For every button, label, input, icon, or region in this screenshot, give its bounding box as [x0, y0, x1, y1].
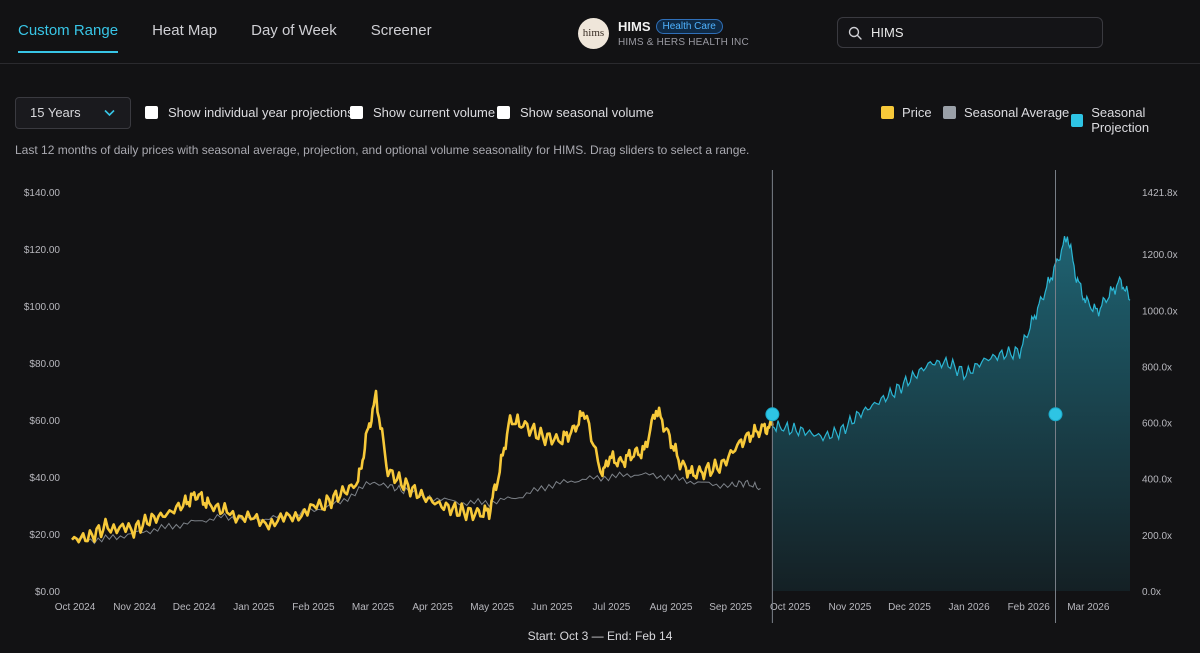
range-end: End: Feb 14 — [606, 629, 673, 643]
range-end-handle[interactable] — [1048, 407, 1063, 422]
top-nav: Custom Range Heat Map Day of Week Screen… — [0, 0, 1200, 64]
ticker-header: hims HIMS Health Care HIMS & HERS HEALTH… — [578, 16, 749, 50]
x-tick-label: Jan 2025 — [233, 602, 275, 613]
range-start-handle[interactable] — [765, 407, 780, 422]
y-right-tick-label: 0.0x — [1142, 587, 1161, 598]
legend-label: Price — [902, 105, 932, 120]
y-left-tick-label: $0.00 — [35, 587, 60, 598]
checkbox-label: Show current volume — [373, 105, 496, 120]
company-name: HIMS & HERS HEALTH INC — [618, 36, 749, 48]
y-left-tick-label: $140.00 — [24, 188, 61, 199]
legend-label: Seasonal Average — [964, 105, 1070, 120]
x-tick-label: Apr 2025 — [412, 602, 453, 613]
tab-heat-map[interactable]: Heat Map — [152, 22, 218, 39]
x-tick-label: Feb 2026 — [1008, 602, 1051, 613]
y-right-tick-label: 1200.0x — [1142, 250, 1178, 261]
range-start: Start: Oct 3 — — [527, 629, 604, 643]
y-right-tick-label: 800.0x — [1142, 362, 1172, 373]
legend-seasonal-average: Seasonal Average — [943, 105, 1069, 120]
x-tick-label: Mar 2025 — [352, 602, 395, 613]
sector-badge: Health Care — [655, 18, 723, 34]
x-tick-label: Mar 2026 — [1067, 602, 1110, 613]
search-input[interactable] — [871, 18, 1096, 47]
y-left-tick-label: $20.00 — [29, 530, 60, 541]
y-left-tick-label: $40.00 — [29, 473, 60, 484]
y-right-tick-label: 200.0x — [1142, 531, 1172, 542]
projection-line — [772, 235, 1131, 443]
checkbox-individual-years[interactable]: Show individual year projections — [145, 105, 354, 120]
y-left-tick-label: $100.00 — [24, 302, 61, 313]
projection-area — [772, 236, 1130, 591]
x-tick-label: Oct 2024 — [55, 602, 96, 613]
y-left-tick-label: $60.00 — [29, 416, 60, 427]
x-tick-label: May 2025 — [470, 602, 514, 613]
search-icon — [848, 26, 862, 40]
checkbox-current-volume[interactable]: Show current volume — [350, 105, 495, 120]
ticker-symbol: HIMS — [618, 18, 651, 34]
x-tick-label: Oct 2025 — [770, 602, 811, 613]
y-left-tick-label: $120.00 — [24, 245, 61, 256]
x-tick-label: Feb 2025 — [292, 602, 335, 613]
x-tick-label: Sep 2025 — [709, 602, 752, 613]
legend-swatch — [1071, 113, 1084, 127]
y-right-tick-label: 1000.0x — [1142, 306, 1178, 317]
price-line — [71, 389, 774, 544]
checkbox-box[interactable] — [145, 106, 158, 119]
y-right-tick-label: 400.0x — [1142, 475, 1172, 486]
seasonality-chart[interactable]: $0.00 $20.00 $40.00 $60.00 $80.00 $100.00 $120… — [0, 165, 1200, 625]
search-box[interactable] — [837, 17, 1103, 48]
tab-custom-range[interactable]: Custom Range — [18, 0, 119, 64]
x-tick-label: Nov 2025 — [828, 602, 871, 613]
checkbox-seasonal-volume[interactable]: Show seasonal volume — [497, 105, 654, 120]
range-select[interactable]: 15 Years — [15, 97, 131, 129]
tab-screener[interactable]: Screener — [370, 22, 432, 39]
legend-seasonal-projection: Seasonal Projection — [1071, 105, 1200, 135]
x-tick-label: Dec 2024 — [173, 602, 216, 613]
range-readout: Start: Oct 3 — End: Feb 14 — [0, 629, 1200, 643]
x-tick-label: Aug 2025 — [650, 602, 693, 613]
chart-description: Last 12 months of daily prices with seas… — [15, 143, 750, 157]
tab-day-of-week[interactable]: Day of Week — [251, 22, 337, 39]
checkbox-label: Show individual year projections — [168, 105, 354, 120]
checkbox-label: Show seasonal volume — [520, 105, 654, 120]
legend-price: Price — [881, 105, 932, 120]
checkbox-box[interactable] — [350, 106, 363, 119]
checkbox-box[interactable] — [497, 106, 510, 119]
x-tick-label: Nov 2024 — [113, 602, 156, 613]
y-left-tick-label: $80.00 — [29, 359, 60, 370]
company-logo: hims — [578, 17, 609, 49]
x-tick-label: Jun 2025 — [531, 602, 573, 613]
range-select-value: 15 Years — [30, 105, 81, 120]
view-tabs: Custom Range Heat Map Day of Week Screen… — [18, 0, 466, 64]
x-tick-label: Jul 2025 — [593, 602, 631, 613]
legend-swatch — [943, 106, 956, 119]
y-right-tick-label: 1421.8x — [1142, 188, 1178, 199]
x-tick-label: Dec 2025 — [888, 602, 931, 613]
y-right-tick-label: 600.0x — [1142, 419, 1172, 430]
legend-label: Seasonal Projection — [1091, 105, 1150, 135]
chevron-down-icon — [104, 109, 115, 117]
legend-swatch — [881, 106, 894, 119]
x-tick-label: Jan 2026 — [949, 602, 991, 613]
